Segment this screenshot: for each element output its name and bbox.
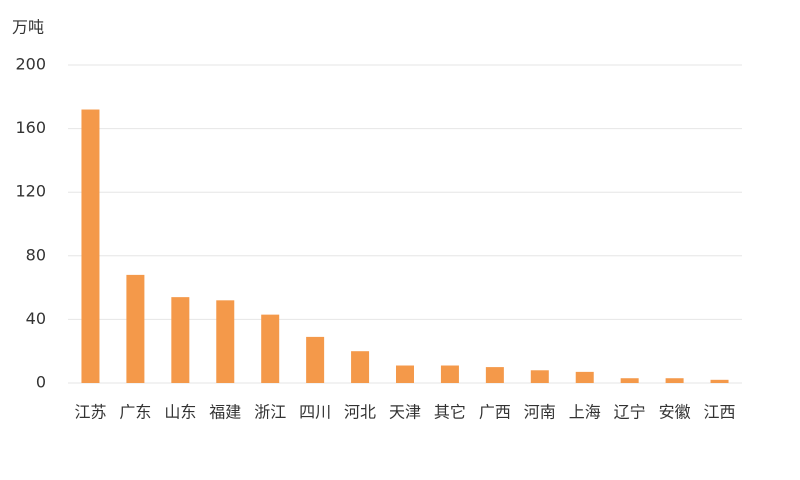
y-axis-label: 万吨 [12,18,44,37]
x-tick-label: 广东 [119,403,151,422]
x-tick-label: 河南 [524,403,556,422]
x-tick-label: 江苏 [74,403,106,422]
x-tick-label: 浙江 [254,403,286,422]
y-tick-label: 0 [36,373,46,392]
bar [306,336,325,383]
x-tick-label: 辽宁 [614,403,646,422]
bar [530,370,549,383]
bar [261,314,280,383]
y-tick-label: 40 [26,309,46,328]
bar [575,371,594,383]
x-tick-label: 福建 [209,403,241,422]
bar [440,365,459,383]
x-tick-label: 安徽 [659,403,691,422]
bar [710,379,729,383]
bar [216,300,235,383]
x-tick-label: 其它 [434,403,466,422]
bar [171,297,190,383]
x-tick-label: 山东 [164,403,196,422]
x-tick-label: 河北 [344,403,376,422]
y-tick-label: 160 [15,118,46,137]
y-tick-label: 80 [26,245,46,264]
bar [351,351,370,383]
x-tick-label: 江西 [704,403,736,422]
bar [396,365,414,383]
bar [126,274,145,383]
x-tick-label: 上海 [569,403,601,422]
bar [485,367,504,383]
x-tick-label: 广西 [479,403,511,422]
bar [665,378,684,383]
bar [81,109,100,384]
y-tick-label: 120 [15,182,46,201]
x-tick-label: 天津 [389,403,421,422]
bar [620,378,639,383]
y-tick-label: 200 [15,55,46,74]
x-tick-label: 四川 [299,403,331,422]
